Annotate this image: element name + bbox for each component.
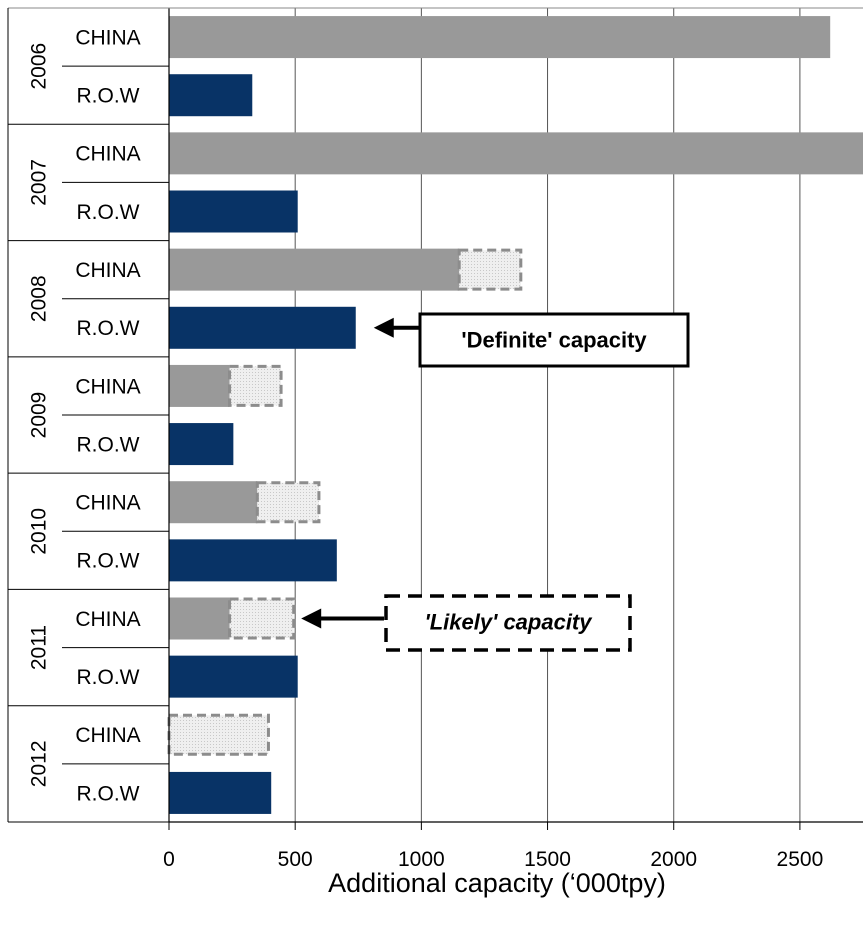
row-definite-bar xyxy=(169,655,298,698)
x-tick-label: 0 xyxy=(163,848,175,871)
likely-capacity-label: 'Likely' capacity xyxy=(425,610,594,635)
china-definite-bar xyxy=(169,16,831,59)
x-tick-label: 2500 xyxy=(777,848,824,871)
annotations: 'Definite' capacity 'Likely' capacity xyxy=(301,312,690,652)
china-definite-bar xyxy=(169,597,230,640)
definite-capacity-box xyxy=(418,312,690,368)
row-label: R.O.W xyxy=(77,782,140,805)
row-label: R.O.W xyxy=(77,550,140,573)
china-likely-bar xyxy=(457,248,523,291)
year-label: 2009 xyxy=(27,392,50,439)
china-likely-bar xyxy=(228,597,296,640)
x-tick-label: 1500 xyxy=(524,848,571,871)
china-likely-bar xyxy=(167,713,270,756)
row-label: CHINA xyxy=(75,492,140,515)
category-labels: 2006 CHINA R.O.W 2007 CHINA R.O.W 2008 CHINA R.O… xyxy=(27,26,140,805)
row-label: CHINA xyxy=(75,375,140,398)
china-definite-bar xyxy=(169,481,258,524)
row-label: R.O.W xyxy=(77,85,140,108)
row-label: R.O.W xyxy=(77,666,140,689)
row-label: CHINA xyxy=(75,259,140,282)
row-definite-bar xyxy=(169,74,253,117)
row-label: R.O.W xyxy=(77,201,140,224)
row-label: R.O.W xyxy=(77,433,140,456)
axes xyxy=(7,7,863,830)
row-label: CHINA xyxy=(75,608,140,631)
row-label: CHINA xyxy=(75,143,140,166)
row-label: CHINA xyxy=(75,724,140,747)
year-label: 2010 xyxy=(27,508,50,555)
likely-capacity-arrow-head xyxy=(301,608,322,629)
year-label: 2008 xyxy=(27,275,50,322)
year-label: 2011 xyxy=(27,625,50,670)
definite-capacity-label: 'Definite' capacity xyxy=(461,328,647,353)
china-definite-bar xyxy=(169,364,230,407)
row-label: R.O.W xyxy=(77,317,140,340)
row-definite-bar xyxy=(169,190,298,233)
row-definite-bar xyxy=(169,771,272,814)
x-tick-labels: 0 500 1000 1500 2000 2500 xyxy=(163,848,823,871)
x-tick-label: 500 xyxy=(278,848,313,871)
row-label: CHINA xyxy=(75,26,140,49)
x-tick-label: 1000 xyxy=(398,848,445,871)
gridlines xyxy=(294,8,801,822)
row-definite-bar xyxy=(169,306,356,349)
china-likely-bar xyxy=(228,364,283,407)
likely-capacity-box xyxy=(384,594,632,652)
row-definite-bar xyxy=(169,539,337,582)
row-definite-bar xyxy=(169,423,234,466)
year-label: 2012 xyxy=(27,740,50,787)
year-label: 2006 xyxy=(27,43,50,90)
bars xyxy=(167,16,863,814)
china-likely-bar xyxy=(255,481,321,524)
china-definite-bar xyxy=(169,248,460,291)
china-definite-bar xyxy=(169,132,863,175)
definite-capacity-arrow-head xyxy=(373,317,394,338)
x-tick-label: 2000 xyxy=(650,848,697,871)
year-label: 2007 xyxy=(27,159,50,206)
x-axis-title: Additional capacity (‘000tpy) xyxy=(328,868,666,898)
